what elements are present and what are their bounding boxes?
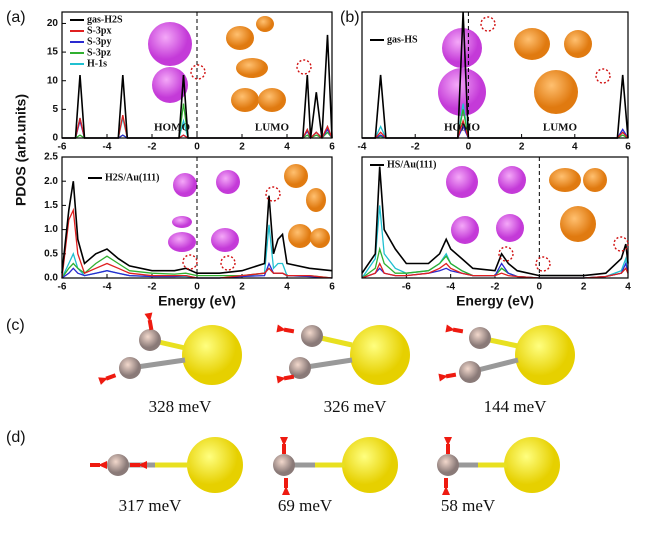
highlight-circle	[182, 254, 198, 270]
y-axis-title: PDOS (arb.units)	[13, 94, 29, 206]
x-tick-label: 6	[329, 142, 335, 153]
series-line	[362, 103, 629, 139]
highlight-circle	[480, 16, 496, 32]
molecules-c	[96, 310, 575, 387]
legend-label: H2S/Au(111)	[105, 172, 159, 183]
panel-label: (d)	[6, 429, 26, 446]
x-tick-label: 0	[466, 142, 472, 153]
molecules-d	[88, 435, 560, 497]
legend-label: S-3pz	[87, 47, 111, 58]
x-tick-label: 0	[194, 282, 200, 293]
series-line	[362, 124, 629, 139]
x-tick-label: -6	[402, 282, 411, 293]
x-tick-label: -4	[358, 142, 367, 153]
series-line	[362, 109, 629, 139]
x-tick-label: 0	[194, 142, 200, 153]
y-tick-label: 0	[52, 133, 58, 144]
series-line	[61, 207, 333, 279]
y-tick-label: 2.0	[44, 176, 58, 187]
axes-frame	[361, 11, 629, 139]
y-tick-label: 0.0	[44, 273, 58, 284]
x-axis-title: Energy (eV)	[456, 293, 534, 309]
panel-label: (a)	[6, 9, 26, 26]
series-line	[362, 11, 629, 139]
y-tick-label: 20	[47, 18, 59, 29]
energy-label: 58 meV	[441, 496, 496, 515]
x-tick-label: -2	[148, 282, 157, 293]
x-tick-label: -6	[58, 282, 67, 293]
legend-label: H-1s	[87, 58, 107, 69]
legend-label: gas-HS	[387, 34, 418, 45]
highlight-circle	[595, 68, 611, 84]
series-line	[361, 246, 629, 279]
y-tick-label: 10	[47, 75, 59, 86]
x-tick-label: -2	[491, 282, 500, 293]
series-line	[362, 118, 629, 139]
x-tick-label: 2	[239, 142, 245, 153]
legend-label: gas-H2S	[87, 14, 123, 25]
x-axis-title: Energy (eV)	[158, 293, 236, 309]
x-tick-label: 2	[519, 142, 525, 153]
highlight-circle	[190, 64, 206, 80]
legend-label: HS/Au(111)	[387, 159, 436, 170]
x-tick-label: 6	[329, 282, 335, 293]
x-tick-label: -4	[103, 282, 112, 293]
y-tick-label: 2.5	[44, 152, 58, 163]
series-line	[61, 224, 333, 279]
legend-label: S-3py	[87, 36, 111, 47]
annotation: HOMO	[154, 122, 190, 134]
x-tick-label: 2	[239, 282, 245, 293]
series-line	[62, 34, 333, 139]
x-tick-label: -2	[411, 142, 420, 153]
plot-area	[362, 11, 629, 139]
legend-label: S-3px	[87, 25, 111, 36]
highlight-circle	[498, 246, 514, 262]
highlight-circle	[220, 255, 236, 271]
energy-label: 328 meV	[149, 397, 213, 416]
energy-label: 326 meV	[324, 397, 388, 416]
highlight-circle	[613, 236, 629, 252]
x-tick-label: 2	[581, 282, 587, 293]
energy-label: 317 meV	[119, 496, 183, 515]
x-tick-label: 4	[284, 142, 290, 153]
x-tick-label: -6	[58, 142, 67, 153]
y-tick-label: 1.0	[44, 224, 58, 235]
panel-label: (c)	[6, 317, 25, 334]
x-tick-label: -4	[103, 142, 112, 153]
axes-frame	[361, 156, 629, 279]
highlight-circle	[296, 59, 312, 75]
annotation: HOMO	[444, 122, 480, 134]
highlight-circle	[265, 186, 281, 202]
series-line	[361, 166, 629, 277]
x-tick-label: -4	[446, 282, 455, 293]
y-tick-label: 1.5	[44, 200, 58, 211]
y-tick-label: 0.5	[44, 248, 58, 259]
annotation: LUMO	[543, 122, 578, 134]
x-tick-label: 4	[284, 282, 290, 293]
x-tick-label: -2	[148, 142, 157, 153]
energy-label: 144 meV	[484, 397, 548, 416]
axes-frame	[61, 156, 333, 279]
annotation: LUMO	[255, 122, 290, 134]
x-tick-label: 6	[625, 142, 631, 153]
orbital-images	[148, 16, 607, 252]
y-tick-label: 5	[52, 104, 58, 115]
energy-label: 69 meV	[278, 496, 333, 515]
highlight-circle	[535, 256, 551, 272]
x-tick-label: 0	[537, 282, 543, 293]
axes-frame	[61, 11, 333, 139]
x-tick-label: 4	[625, 282, 631, 293]
series-line	[61, 181, 333, 274]
y-tick-label: 15	[47, 47, 59, 58]
plot-area	[61, 181, 333, 279]
panel-label: (b)	[340, 9, 360, 26]
x-tick-label: 4	[572, 142, 578, 153]
